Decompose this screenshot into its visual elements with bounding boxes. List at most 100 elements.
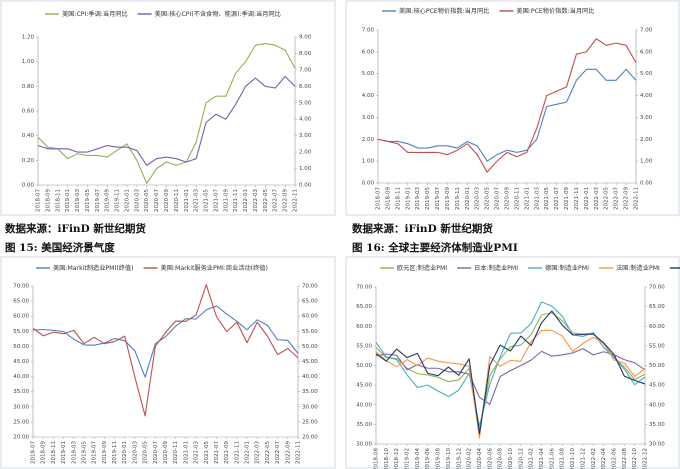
y-tick-label: 6.00 <box>362 49 375 55</box>
y2-tick-label: 65.00 <box>302 299 318 305</box>
x-tick-label: 2019-05 <box>81 441 87 464</box>
x-tick-label: 2022-07 <box>614 187 620 210</box>
y-tick-label: 0.80 <box>22 84 35 90</box>
x-tick-label: 2022-02 <box>591 448 597 469</box>
x-tick-label: 2020-08 <box>498 448 504 469</box>
y2-tick-label: 45.00 <box>649 383 665 389</box>
x-tick-label: 2021-01 <box>183 441 189 464</box>
x-tick-label: 2019-07 <box>92 441 98 464</box>
x-tick-label: 2021-05 <box>204 441 210 464</box>
x-tick-label: 2022-06 <box>611 448 617 469</box>
y2-tick-label: 40.00 <box>649 402 665 408</box>
series-line <box>32 305 299 378</box>
x-tick-label: 2021-06 <box>549 448 555 469</box>
x-tick-label: 2022-08 <box>622 448 628 469</box>
y2-tick-label: 35.00 <box>649 422 665 428</box>
x-tick-label: 2020-09 <box>505 187 511 210</box>
x-tick-label: 2019-11 <box>455 187 461 210</box>
y-tick-label: 60.00 <box>13 314 29 320</box>
x-tick-label: 2019-02 <box>405 448 411 469</box>
y-tick-label: 25.00 <box>13 419 29 425</box>
x-tick-label: 2018-07 <box>376 187 382 210</box>
x-tick-label: 2019-05 <box>425 187 431 210</box>
y-tick-label: 55.00 <box>13 329 29 335</box>
y2-tick-label: 50.00 <box>649 363 665 369</box>
panel-border <box>345 256 680 469</box>
x-tick-label: 2019-01 <box>405 187 411 210</box>
series-line <box>37 43 296 184</box>
y-tick-label: 70.00 <box>13 284 29 290</box>
x-tick-label: 2021-09 <box>224 441 230 464</box>
x-tick-label: 2022-03 <box>253 189 259 212</box>
legend-label: 美国:PCE物价指数:当月同比 <box>516 7 594 15</box>
source-note: 数据来源：iFinD 新世纪期货 <box>351 222 493 235</box>
y2-tick-label: 60.00 <box>302 314 318 320</box>
y2-tick-label: 20.00 <box>302 435 318 441</box>
x-tick-label: 2021-03 <box>194 441 200 464</box>
y2-tick-label: 7.00 <box>299 67 312 73</box>
y2-tick-label: 4.00 <box>640 93 653 99</box>
x-tick-label: 2018-07 <box>36 189 42 212</box>
x-tick-label: 2018-09 <box>385 187 391 210</box>
y-tick-label: 60.00 <box>356 324 372 330</box>
y-tick-label: 2.00 <box>362 137 375 143</box>
x-tick-label: 2022-10 <box>632 448 638 469</box>
x-tick-label: 2018-11 <box>55 189 61 212</box>
x-tick-label: 2020-07 <box>153 441 159 464</box>
x-tick-label: 2022-09 <box>283 189 289 212</box>
y-tick-label: 4.00 <box>362 93 375 99</box>
series-line <box>375 348 646 405</box>
y-tick-label: 20.00 <box>13 435 29 441</box>
y2-tick-label: 25.00 <box>302 419 318 425</box>
series-line <box>377 38 637 173</box>
y2-tick-label: 1.00 <box>299 166 312 172</box>
y2-tick-label: 5.00 <box>640 71 653 77</box>
y-tick-label: 7.00 <box>362 28 375 34</box>
x-tick-label: 2021-02 <box>529 448 535 469</box>
x-tick-label: 2018-08 <box>374 448 380 469</box>
x-tick-label: 2020-03 <box>132 441 138 464</box>
y2-tick-label: 70.00 <box>649 285 665 291</box>
x-tick-label: 2021-09 <box>564 187 570 210</box>
x-tick-label: 2021-07 <box>214 441 220 464</box>
x-tick-label: 2020-03 <box>475 187 481 210</box>
y2-tick-label: 70.00 <box>302 284 318 290</box>
x-tick-label: 2019-09 <box>102 441 108 464</box>
y-tick-label: 30.00 <box>13 404 29 410</box>
y-tick-label: 55.00 <box>356 343 372 349</box>
x-tick-label: 2021-11 <box>233 189 239 212</box>
x-tick-label: 2020-07 <box>154 189 160 212</box>
x-tick-label: 2021-10 <box>570 448 576 469</box>
series-line <box>375 310 646 435</box>
x-tick-label: 2019-12 <box>456 448 462 469</box>
y2-tick-label: 3.00 <box>299 133 312 139</box>
x-tick-label: 2022-03 <box>594 187 600 210</box>
x-tick-label: 2021-12 <box>580 448 586 469</box>
x-tick-label: 2020-11 <box>174 189 180 212</box>
series-line <box>375 329 646 439</box>
y2-tick-label: 9.00 <box>299 35 312 41</box>
y-tick-label: 50.00 <box>356 363 372 369</box>
y-tick-label: 1.00 <box>362 159 375 165</box>
y2-tick-label: 30.00 <box>302 404 318 410</box>
x-tick-label: 2020-05 <box>485 187 491 210</box>
x-tick-label: 2021-03 <box>194 189 200 212</box>
y2-tick-label: 0.00 <box>640 181 653 187</box>
y2-tick-label: 50.00 <box>302 344 318 350</box>
panel-border <box>0 256 336 469</box>
legend-label: 美国:CPI:季调:当月同比 <box>62 10 128 18</box>
legend-label: 美国:Markit服务业PMI:商业活动(终值) <box>161 264 268 272</box>
y-tick-label: 70.00 <box>356 285 372 291</box>
panel-border <box>0 0 336 216</box>
y-tick-label: 0.60 <box>22 109 35 115</box>
y-tick-label: 30.00 <box>356 442 372 448</box>
y2-tick-label: 30.00 <box>649 442 665 448</box>
legend-label: 德国:制造业PMI <box>545 264 589 272</box>
y-tick-label: 0.00 <box>362 181 375 187</box>
y2-tick-label: 35.00 <box>302 389 318 395</box>
x-tick-label: 2019-06 <box>425 448 431 469</box>
y2-tick-label: 6.00 <box>299 84 312 90</box>
x-tick-label: 2019-08 <box>436 448 442 469</box>
x-tick-label: 2019-07 <box>95 189 101 212</box>
y-tick-label: 0.20 <box>22 158 35 164</box>
